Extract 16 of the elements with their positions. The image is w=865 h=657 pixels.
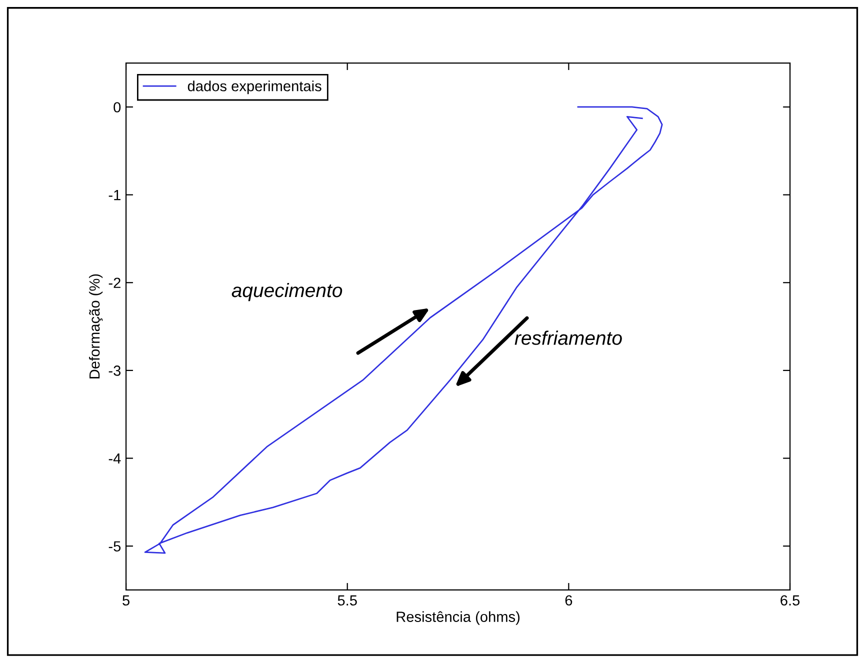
line-series	[144, 106, 663, 554]
y-tick-label: 0	[114, 102, 121, 112]
y-tick-label: -5	[108, 541, 121, 552]
y-tick-label: -4	[108, 454, 121, 464]
annotation: resfriamento	[514, 330, 622, 345]
y-tick-label: -1	[108, 190, 120, 200]
y-tick-label: -2	[108, 278, 120, 288]
x-tick-label: 5	[122, 595, 130, 606]
legend-label: dados experimentais	[188, 80, 322, 94]
y-axis-title: Deformação (%)	[88, 274, 103, 378]
x-axis-title: Resistência (ohms)	[396, 611, 520, 625]
annotation: aquecimento	[232, 282, 342, 302]
y-tick-label: -3	[108, 366, 121, 376]
x-tick-label: 6.5	[780, 595, 800, 606]
x-tick-label: 6	[565, 595, 572, 606]
x-tick-label: 5.5	[338, 595, 357, 606]
